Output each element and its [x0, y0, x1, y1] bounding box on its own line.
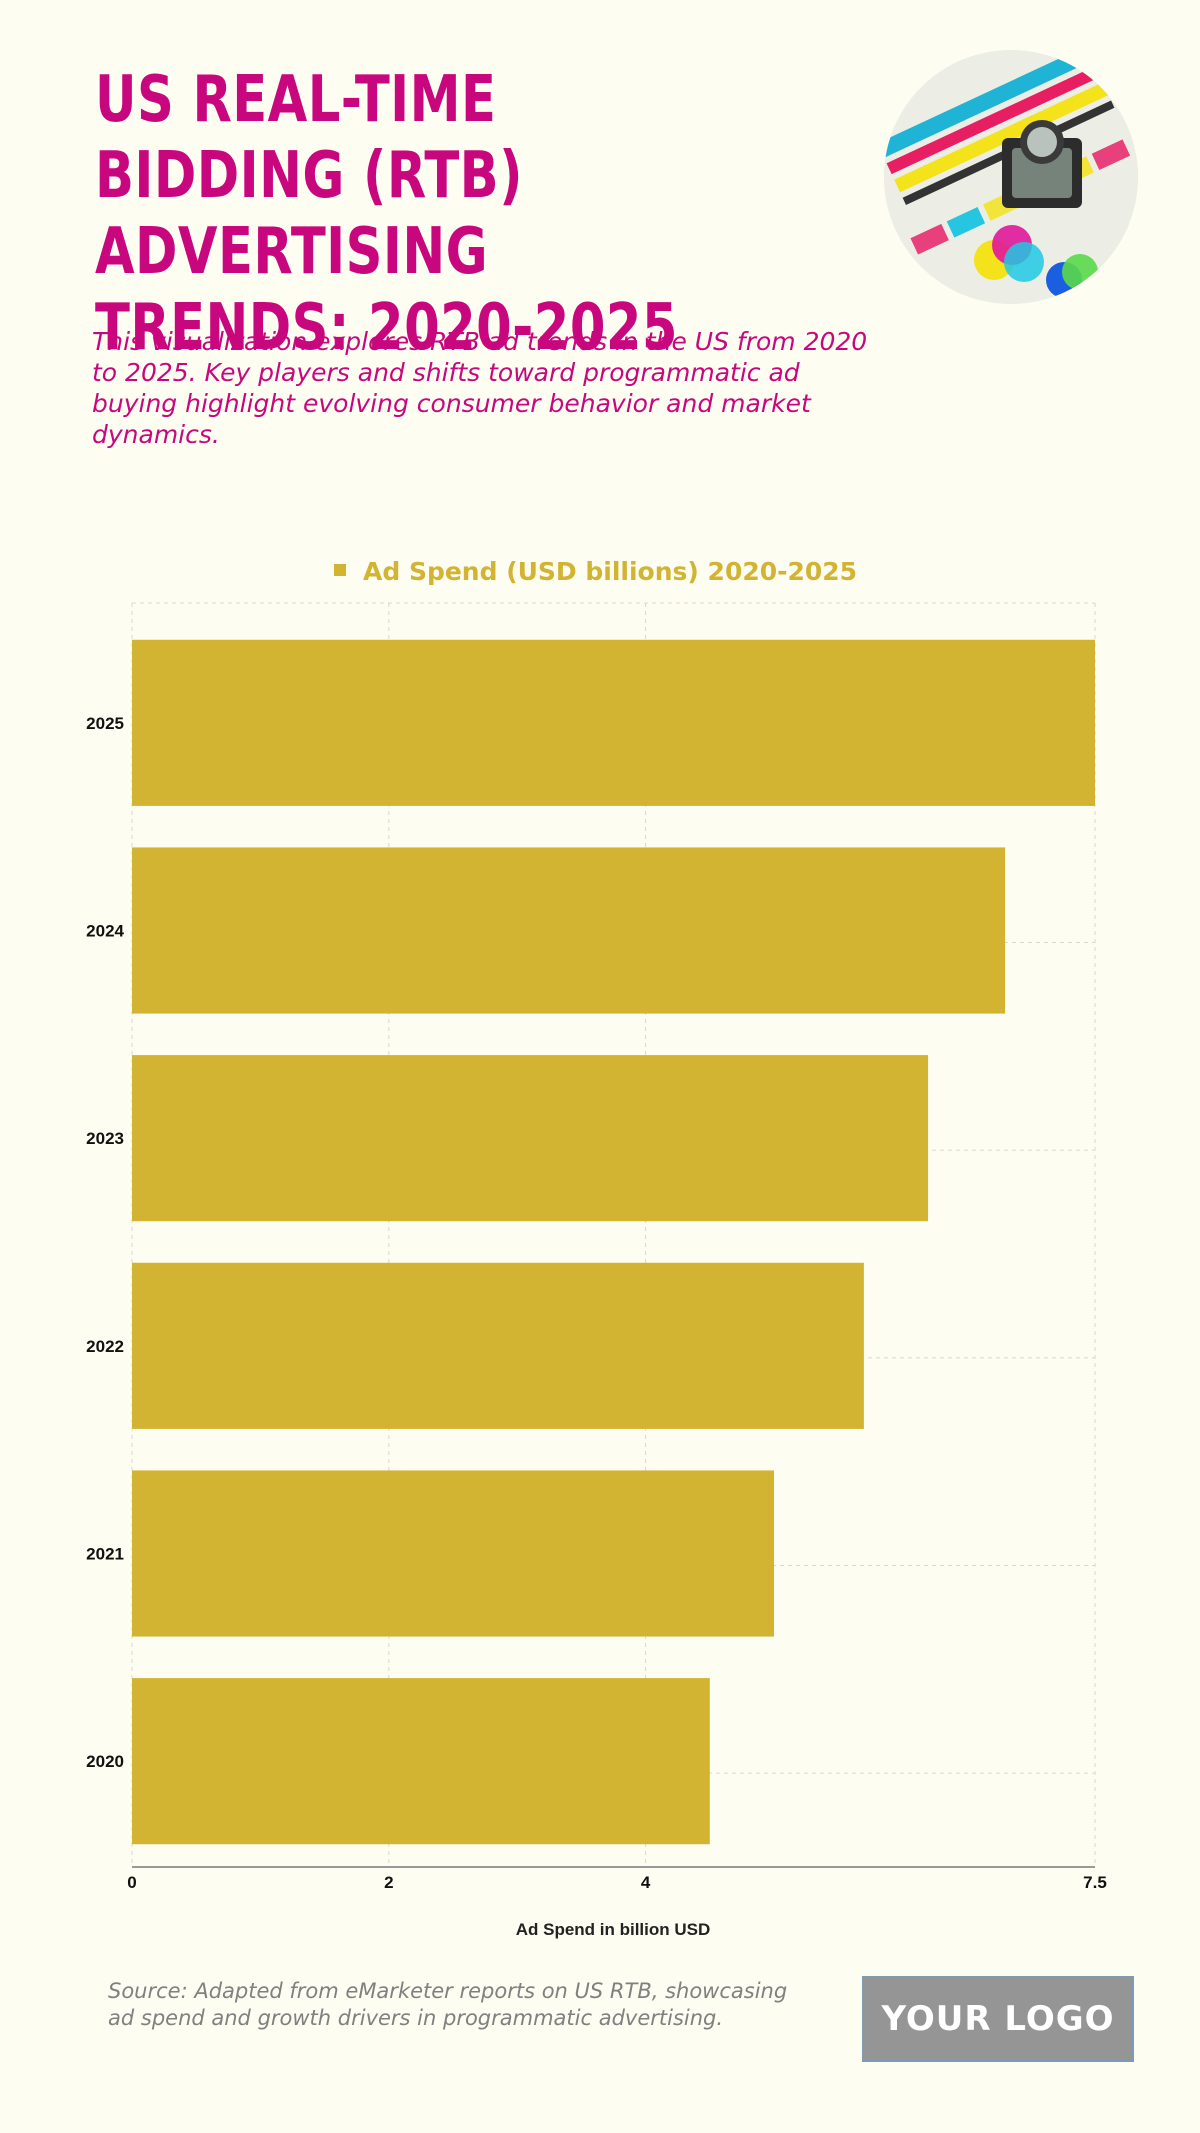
legend-label: Ad Spend (USD billions) 2020-2025 — [363, 557, 857, 586]
page-subtitle: This visualization explores RTB ad trend… — [92, 327, 868, 449]
x-tick-label: 4 — [641, 1873, 651, 1892]
y-tick-label: 2022 — [86, 1337, 124, 1356]
x-axis-title: Ad Spend in billion USD — [516, 1920, 711, 1939]
y-tick-label: 2023 — [86, 1129, 124, 1148]
x-tick-label: 0 — [127, 1873, 136, 1892]
bar-chart: Ad Spend (USD billions) 2020-2025 202520… — [86, 557, 1107, 1939]
bar — [132, 1262, 864, 1429]
y-tick-label: 2024 — [86, 922, 124, 941]
bar — [132, 1470, 774, 1637]
y-tick-label: 2025 — [86, 714, 124, 733]
bar — [132, 1055, 929, 1222]
y-axis-labels: 2025 2024 2023 2022 2021 2020 — [86, 714, 124, 1771]
bar — [132, 1678, 710, 1845]
logo-placeholder: YOUR LOGO — [862, 1976, 1134, 2062]
y-tick-label: 2020 — [86, 1752, 124, 1771]
page-title: US REAL-TIME BIDDING (RTB) ADVERTISING T… — [95, 63, 678, 365]
x-tick-label: 2 — [384, 1873, 393, 1892]
x-axis-ticks: 0 2 4 7.5 — [127, 1873, 1107, 1892]
x-tick-label: 7.5 — [1083, 1873, 1107, 1892]
bar — [132, 639, 1095, 806]
chart-legend: Ad Spend (USD billions) 2020-2025 — [334, 557, 857, 586]
logo-text: YOUR LOGO — [881, 1999, 1115, 2039]
legend-swatch — [334, 564, 346, 576]
y-tick-label: 2021 — [86, 1545, 124, 1564]
source-note: Source: Adapted from eMarketer reports o… — [108, 1979, 788, 2030]
bar — [132, 847, 1006, 1014]
magnifier-swatches-icon — [884, 50, 1138, 304]
bars — [132, 639, 1095, 1845]
